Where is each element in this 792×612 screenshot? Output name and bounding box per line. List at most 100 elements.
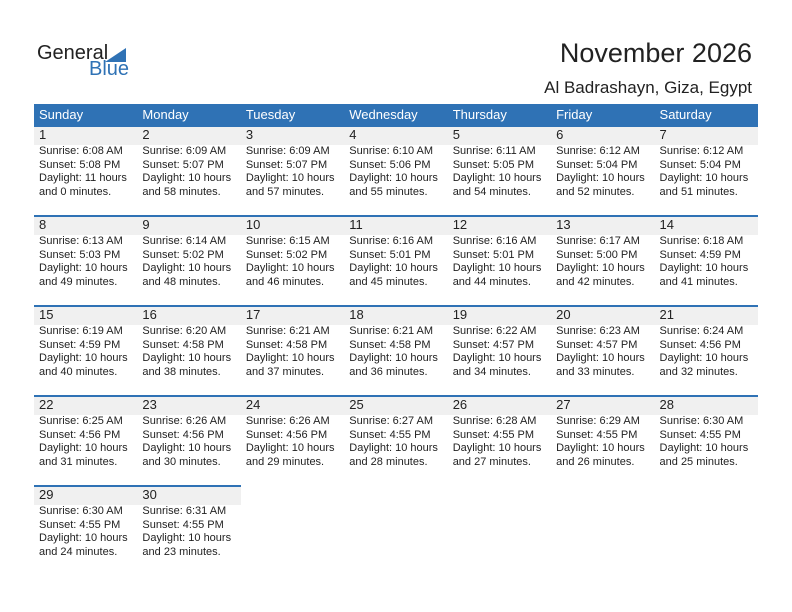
sunrise-text: Sunrise: 6:26 AM: [142, 415, 227, 427]
day-number: 24: [240, 397, 345, 415]
day-cell: 14 Sunrise: 6:18 AM Sunset: 4:59 PM Dayligh…: [654, 215, 758, 306]
sunset-text: Sunset: 5:02 PM: [142, 248, 224, 261]
sunset-text: Sunset: 5:07 PM: [245, 158, 328, 171]
day-cell: 10 Sunrise: 6:15 AM Sunset: 5:02 PM Dayligh…: [240, 215, 345, 306]
day-number: 20: [551, 307, 655, 325]
day-cell: 16 Sunrise: 6:20 AM Sunset: 4:58 PM Dayligh…: [137, 305, 241, 396]
minutes-text: and 38 minutes.: [142, 365, 221, 378]
sunrise-text: Sunrise: 6:09 AM: [142, 145, 227, 157]
sunset-text: Sunset: 4:57 PM: [452, 338, 535, 351]
week-row: 22 Sunrise: 6:25 AM Sunset: 4:56 PM Dayligh…: [34, 395, 758, 486]
minutes-text: and 55 minutes.: [349, 185, 428, 198]
sunrise-text: Sunrise: 6:08 AM: [39, 145, 123, 157]
day-cell: 25 Sunrise: 6:27 AM Sunset: 4:55 PM Dayligh…: [344, 395, 448, 486]
daylight-text: Daylight: 10 hours: [452, 442, 542, 454]
day-cell: 23 Sunrise: 6:26 AM Sunset: 4:56 PM Dayligh…: [137, 395, 241, 486]
daylight-text: Daylight: 10 hours: [245, 262, 335, 274]
day-cell: [448, 486, 551, 575]
day-cell: 2 Sunrise: 6:09 AM Sunset: 5:07 PM Daylight…: [137, 125, 241, 216]
location: Al Badrashayn, Giza, Egypt: [544, 78, 752, 97]
day-cell: [551, 486, 654, 575]
day-number: 18: [344, 307, 448, 325]
sunrise-text: Sunrise: 6:16 AM: [349, 235, 434, 247]
logo-triangle-icon: [105, 48, 126, 62]
sunset-text: Sunset: 4:56 PM: [245, 428, 328, 441]
minutes-text: and 23 minutes.: [142, 545, 221, 558]
day-cell: 19 Sunrise: 6:22 AM Sunset: 4:57 PM Dayligh…: [447, 305, 552, 396]
sunrise-text: Sunrise: 6:29 AM: [556, 415, 640, 427]
minutes-text: and 28 minutes.: [349, 455, 428, 468]
sunset-text: Sunset: 4:59 PM: [39, 338, 121, 351]
daylight-text: Daylight: 10 hours: [659, 442, 749, 454]
minutes-text: and 32 minutes.: [659, 365, 738, 378]
weekday-wednesday: Wednesday: [344, 104, 448, 126]
day-number: 7: [654, 127, 758, 145]
daylight-text: Daylight: 10 hours: [556, 352, 645, 364]
day-cell: 28 Sunrise: 6:30 AM Sunset: 4:55 PM Dayligh…: [654, 395, 758, 486]
sunrise-text: Sunrise: 6:30 AM: [659, 415, 744, 427]
logo-text-blue: Blue: [89, 58, 130, 80]
sunrise-text: Sunrise: 6:27 AM: [349, 415, 434, 427]
daylight-text: Daylight: 10 hours: [142, 532, 232, 544]
minutes-text: and 31 minutes.: [39, 455, 118, 468]
day-cell: 13 Sunrise: 6:17 AM Sunset: 5:00 PM Dayligh…: [551, 215, 655, 306]
day-number: 11: [344, 217, 448, 235]
minutes-text: and 34 minutes.: [452, 365, 531, 378]
sunset-text: Sunset: 5:05 PM: [452, 158, 535, 171]
daylight-text: Daylight: 10 hours: [39, 262, 128, 274]
day-number: 21: [654, 307, 758, 325]
week-row: 8 Sunrise: 6:13 AM Sunset: 5:03 PM Daylight…: [34, 215, 758, 306]
weekday-tuesday: Tuesday: [240, 104, 345, 126]
day-number: 2: [137, 127, 241, 145]
minutes-text: and 24 minutes.: [39, 545, 118, 558]
sunset-text: Sunset: 4:57 PM: [556, 338, 638, 351]
minutes-text: and 54 minutes.: [452, 185, 531, 198]
day-cell: 24 Sunrise: 6:26 AM Sunset: 4:56 PM Dayligh…: [240, 395, 345, 486]
sunrise-text: Sunrise: 6:21 AM: [349, 325, 434, 337]
weekday-thursday: Thursday: [447, 104, 552, 126]
daylight-text: Daylight: 10 hours: [452, 352, 542, 364]
day-number: 12: [447, 217, 552, 235]
daylight-text: Daylight: 10 hours: [245, 172, 335, 184]
sunset-text: Sunset: 5:01 PM: [349, 248, 431, 261]
day-cell: 5 Sunrise: 6:11 AM Sunset: 5:05 PM Daylight…: [447, 125, 552, 216]
day-number: 14: [654, 217, 758, 235]
weekday-saturday: Saturday: [654, 104, 758, 126]
sunrise-text: Sunrise: 6:22 AM: [452, 325, 537, 337]
day-number: 1: [34, 127, 138, 145]
page-title: November 2026: [559, 38, 752, 68]
sunrise-text: Sunrise: 6:16 AM: [452, 235, 537, 247]
daylight-text: Daylight: 10 hours: [142, 262, 232, 274]
minutes-text: and 41 minutes.: [659, 275, 738, 288]
minutes-text: and 40 minutes.: [39, 365, 118, 378]
sunset-text: Sunset: 5:02 PM: [245, 248, 328, 261]
sunset-text: Sunset: 4:55 PM: [659, 428, 741, 441]
day-cell: 3 Sunrise: 6:09 AM Sunset: 5:07 PM Daylight…: [240, 125, 345, 216]
minutes-text: and 48 minutes.: [142, 275, 221, 288]
sunset-text: Sunset: 5:00 PM: [556, 248, 638, 261]
day-number: 8: [34, 217, 138, 235]
sunrise-text: Sunrise: 6:26 AM: [245, 415, 330, 427]
weekday-friday: Friday: [551, 104, 655, 126]
daylight-text: Daylight: 10 hours: [39, 532, 128, 544]
sunset-text: Sunset: 4:58 PM: [245, 338, 328, 351]
daylight-text: Daylight: 10 hours: [39, 442, 128, 454]
daylight-text: Daylight: 10 hours: [556, 442, 645, 454]
sunrise-text: Sunrise: 6:30 AM: [39, 505, 123, 517]
sunrise-text: Sunrise: 6:20 AM: [142, 325, 227, 337]
day-number: 28: [654, 397, 758, 415]
daylight-text: Daylight: 11 hours: [39, 172, 127, 184]
daylight-text: Daylight: 10 hours: [142, 442, 232, 454]
daylight-text: Daylight: 10 hours: [39, 352, 128, 364]
sunset-text: Sunset: 4:55 PM: [142, 518, 224, 531]
day-cell: 26 Sunrise: 6:28 AM Sunset: 4:55 PM Dayligh…: [447, 395, 552, 486]
weekday-sunday: Sunday: [34, 104, 138, 126]
sunrise-text: Sunrise: 6:15 AM: [245, 235, 330, 247]
week-row: 15 Sunrise: 6:19 AM Sunset: 4:59 PM Dayligh…: [34, 305, 758, 396]
minutes-text: and 33 minutes.: [556, 365, 635, 378]
day-number: 10: [240, 217, 345, 235]
minutes-text: and 52 minutes.: [556, 185, 635, 198]
sunrise-text: Sunrise: 6:13 AM: [39, 235, 123, 247]
daylight-text: Daylight: 10 hours: [556, 262, 645, 274]
